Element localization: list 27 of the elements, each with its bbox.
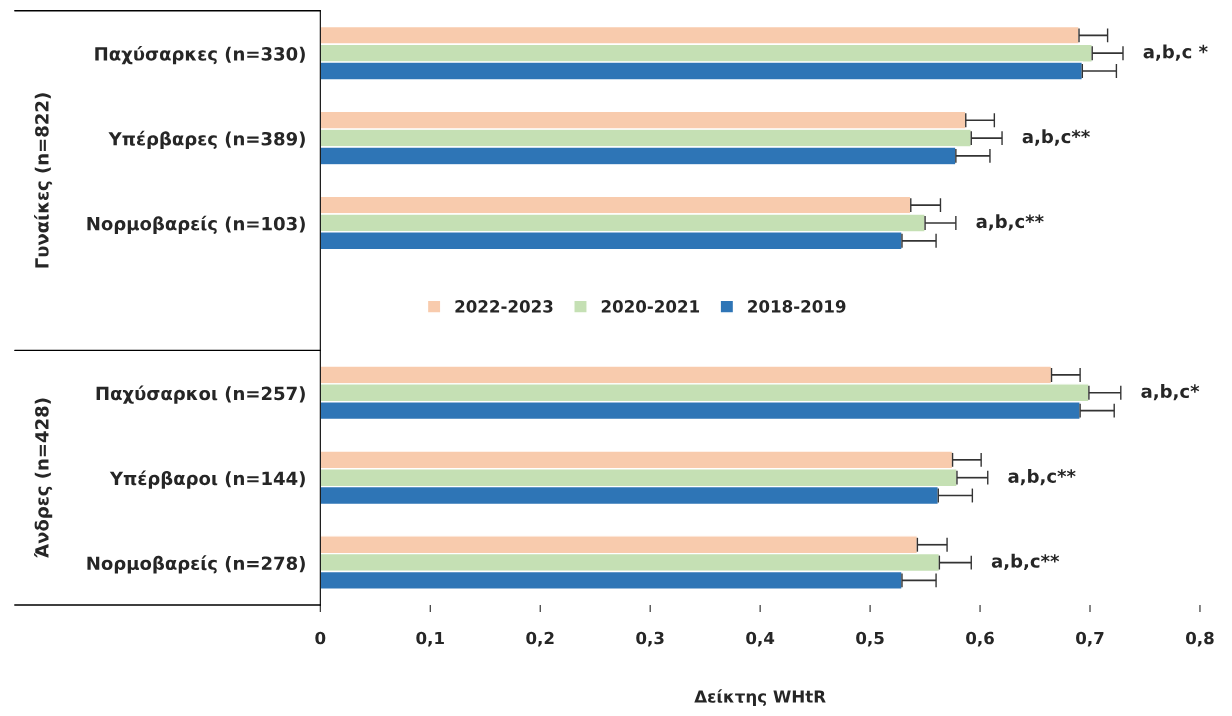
annotation: a,b,c * <box>1143 44 1208 61</box>
annotation: a,b,c** <box>976 214 1044 231</box>
x-tick-label: 0,1 <box>416 631 444 647</box>
annotation: a,b,c** <box>991 553 1060 571</box>
x-tick-label: 0,7 <box>1076 631 1104 647</box>
x-axis-title: Δείκτης WHtR <box>694 689 826 706</box>
x-tick-label: 0,2 <box>526 631 554 647</box>
annotation: a,b,c** <box>1008 468 1076 486</box>
annotation: a,b,c** <box>1022 129 1090 146</box>
x-tick-label: 0,8 <box>1186 631 1214 647</box>
x-tick-label: 0 <box>315 631 326 645</box>
y-tick-label: Υπέρβαροι (n=144) <box>109 470 305 489</box>
y-tick-label: Νορμοβαρείς (n=103) <box>87 215 305 234</box>
y-tick-label: Παχύσαρκες (n=330) <box>95 45 305 65</box>
legend-label: 2022-2023 <box>455 300 553 313</box>
y-tick-label: Παχύσαρκοι (n=257) <box>96 385 305 404</box>
x-tick-label: 0,6 <box>966 631 994 647</box>
annotation: a,b,c* <box>1141 384 1200 401</box>
text: Άνδρες (n=428) <box>34 398 53 558</box>
x-tick-label: 0,3 <box>636 631 664 647</box>
text: Γυναίκες (n=822) <box>34 93 53 268</box>
legend-label: 2020-2021 <box>601 300 700 313</box>
x-tick-label: 0,5 <box>856 631 884 647</box>
legend-label: 2018-2019 <box>748 300 846 313</box>
y-tick-label: Νορμοβαρείς (n=278) <box>87 555 305 574</box>
x-tick-label: 0,4 <box>746 631 775 647</box>
y-tick-label: Υπέρβαρες (n=389) <box>108 130 305 150</box>
